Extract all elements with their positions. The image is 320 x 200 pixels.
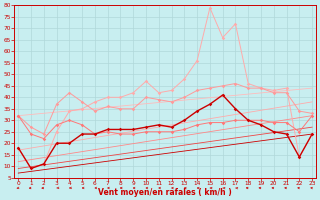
X-axis label: Vent moyen/en rafales ( km/h ): Vent moyen/en rafales ( km/h ) (98, 188, 232, 197)
